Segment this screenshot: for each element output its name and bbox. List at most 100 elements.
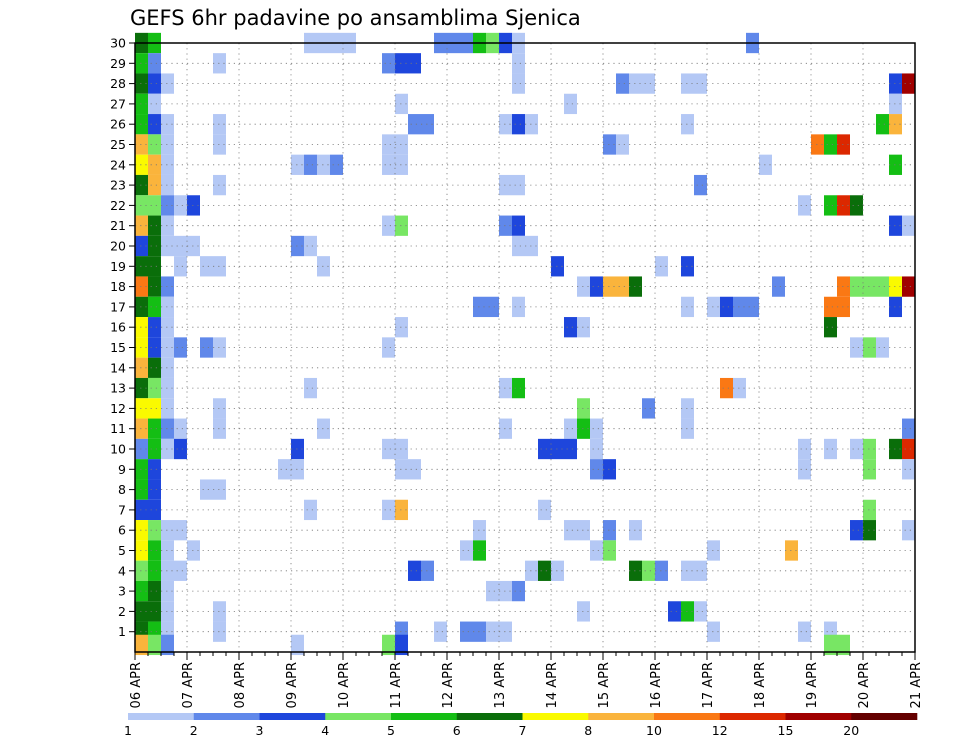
y-tick-label: 14 — [110, 360, 126, 375]
colorbar-label: 20 — [843, 723, 859, 738]
heatmap-cell — [382, 337, 395, 358]
heatmap-cell — [681, 560, 694, 581]
heatmap-cell — [161, 174, 174, 196]
colorbar-swatch — [128, 713, 195, 720]
heatmap-cell — [499, 114, 512, 135]
y-tick-label: 27 — [110, 96, 126, 111]
heatmap-cell — [902, 215, 915, 236]
colorbar-swatch — [785, 713, 852, 720]
heatmap-cell — [811, 134, 824, 155]
heatmap-cell — [486, 296, 499, 318]
heatmap-cell — [603, 520, 616, 541]
x-tick-label: 08 APR — [233, 662, 248, 708]
y-tick-label: 2 — [118, 604, 126, 619]
heatmap-cell — [148, 479, 161, 500]
heatmap-cell — [148, 256, 161, 277]
y-tick-label: 17 — [110, 299, 126, 314]
heatmap-cell — [382, 215, 395, 236]
heatmap-cell — [629, 560, 642, 581]
x-tick-label: 16 APR — [649, 662, 664, 708]
heatmap-cell — [603, 540, 616, 561]
heatmap-cell — [161, 317, 174, 338]
heatmap-cell — [421, 560, 434, 581]
heatmap-cell — [408, 53, 421, 74]
heatmap-cell — [148, 580, 161, 602]
heatmap-cell — [486, 621, 499, 642]
y-tick-label: 12 — [110, 401, 126, 416]
y-tick-label: 28 — [110, 76, 126, 91]
colorbar-swatch — [654, 713, 721, 720]
heatmap-cell — [135, 134, 148, 155]
heatmap-cell — [213, 174, 226, 196]
heatmap-cell — [135, 377, 148, 399]
colorbar-label: 5 — [387, 723, 395, 738]
heatmap-cell — [200, 337, 213, 358]
heatmap-cell — [395, 499, 408, 521]
heatmap-cell — [538, 499, 551, 521]
heatmap-cell — [304, 154, 317, 175]
heatmap-cell — [317, 418, 330, 439]
y-tick-label: 3 — [118, 584, 126, 599]
heatmap-cell — [395, 317, 408, 338]
heatmap-cell — [746, 296, 759, 318]
heatmap-cell — [148, 540, 161, 561]
x-tick-label: 09 APR — [285, 662, 300, 708]
heatmap-cell — [135, 479, 148, 500]
heatmap-cell — [161, 398, 174, 419]
heatmap-cell — [525, 114, 538, 135]
heatmap-cell — [382, 154, 395, 175]
heatmap-cell — [395, 215, 408, 236]
heatmap-cell — [382, 634, 395, 656]
heatmap-cell — [863, 276, 876, 297]
heatmap-cell — [681, 114, 694, 135]
heatmap-cell — [798, 195, 811, 216]
y-tick-label: 9 — [118, 462, 126, 477]
heatmap-cell — [382, 134, 395, 155]
heatmap-cell — [512, 580, 525, 602]
heatmap-cell — [460, 540, 473, 561]
heatmap-cell — [590, 438, 603, 460]
heatmap-cell — [538, 560, 551, 581]
heatmap-cell — [577, 418, 590, 439]
heatmap-cell — [135, 634, 148, 656]
heatmap-cell — [174, 195, 187, 216]
heatmap-cell — [135, 499, 148, 521]
heatmap-cell — [148, 276, 161, 297]
heatmap-cell — [135, 93, 148, 115]
heatmap-cell — [564, 317, 577, 338]
colorbar-label: 8 — [584, 723, 592, 738]
heatmap-cell — [902, 276, 915, 297]
heatmap-cell — [551, 256, 564, 277]
heatmap-cell — [772, 276, 785, 297]
colorbar-label: 7 — [519, 723, 527, 738]
heatmap-cell — [499, 621, 512, 642]
heatmap-cell — [889, 438, 902, 460]
heatmap-cell — [798, 459, 811, 480]
heatmap-cell — [148, 377, 161, 399]
heatmap-cell — [135, 256, 148, 277]
heatmap-cell — [148, 520, 161, 541]
heatmap-cell — [408, 114, 421, 135]
heatmap-cell — [213, 418, 226, 439]
heatmap-cell — [733, 296, 746, 318]
heatmap-cell — [837, 276, 850, 297]
heatmap-cell — [681, 601, 694, 622]
heatmap-cells — [135, 32, 915, 656]
heatmap-cell — [395, 438, 408, 460]
heatmap-cell — [577, 276, 590, 297]
heatmap-cell — [512, 235, 525, 257]
heatmap-cell — [902, 418, 915, 439]
x-axis: 06 APR 07 APR 08 APR 09 APR 10 APR 11 APR 12 A… — [129, 652, 924, 708]
heatmap-cell — [642, 560, 655, 581]
heatmap-cell — [213, 134, 226, 155]
y-tick-label: 8 — [118, 482, 126, 497]
heatmap-cell — [291, 634, 304, 656]
heatmap-cell — [538, 438, 551, 460]
heatmap-cell — [850, 195, 863, 216]
heatmap-cell — [148, 337, 161, 358]
x-tick-label: 11 APR — [389, 662, 404, 708]
heatmap-cell — [395, 134, 408, 155]
heatmap-cell — [590, 459, 603, 480]
x-tick-label: 17 APR — [701, 662, 716, 708]
heatmap-cell — [382, 438, 395, 460]
